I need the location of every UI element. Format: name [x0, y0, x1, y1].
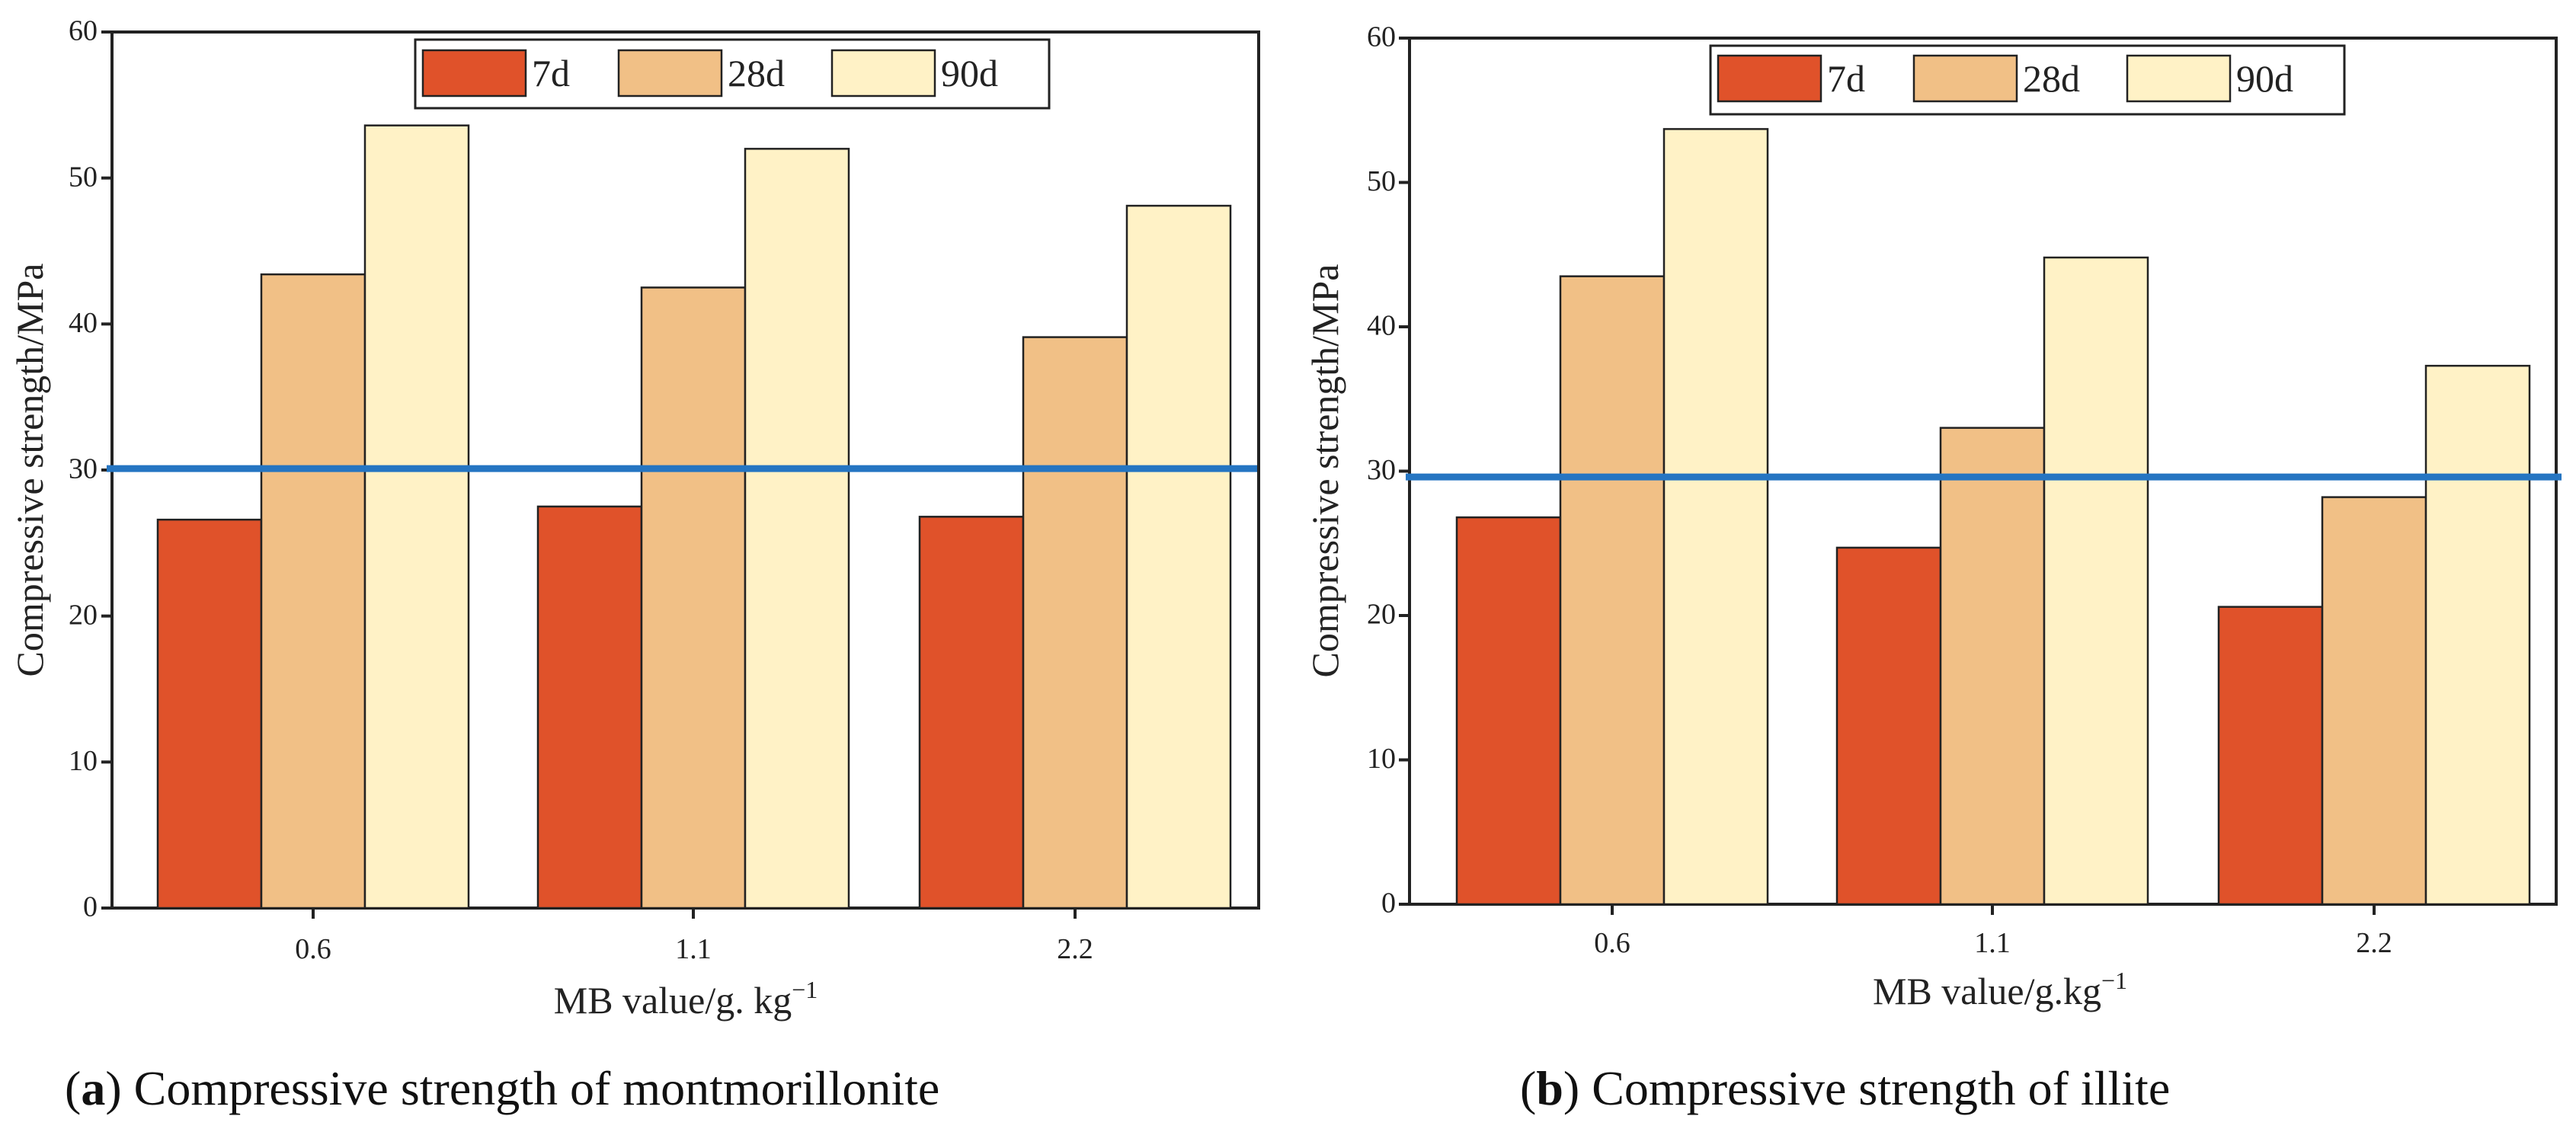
- bar-90d-1.1: [744, 148, 850, 910]
- bar-7d-1.1: [536, 505, 643, 910]
- bar-28d-0.6: [260, 273, 366, 910]
- bar-90d-0.6: [1662, 128, 1769, 906]
- x-tick-label: 0.6: [295, 933, 331, 965]
- bar-28d-0.6: [1559, 275, 1666, 906]
- bar-28d-1.1: [640, 286, 747, 910]
- x-axis-tick-labels: 0.6 1.1 2.2: [1594, 927, 2392, 959]
- y-tick-label: 50: [69, 161, 98, 193]
- bar-7d-0.6: [1455, 516, 1562, 906]
- legend: 7d 28d 90d: [414, 38, 1051, 110]
- bar-28d-1.1: [1939, 427, 2046, 906]
- y-axis-tick-labels: 0 10 20 30 40 50 60: [69, 15, 98, 923]
- bar-7d-2.2: [918, 516, 1025, 910]
- x-tick-label: 1.1: [675, 933, 712, 965]
- legend-swatch-28d: [617, 49, 723, 98]
- caption: (a) Compressive strength of montmorillon…: [65, 1061, 939, 1115]
- y-tick-label: 60: [1367, 21, 1396, 53]
- x-axis-label: MB value/g.kg−1: [1873, 967, 2127, 1012]
- x-tick-label: 2.2: [2356, 927, 2392, 959]
- bar-90d-0.6: [363, 124, 470, 910]
- bar-28d-2.2: [2321, 496, 2427, 906]
- y-tick-label: 40: [69, 307, 98, 339]
- bar-90d-2.2: [2424, 364, 2531, 906]
- legend-label-28d: 28d: [2023, 57, 2080, 100]
- bar-7d-1.1: [1835, 546, 1942, 906]
- x-tick-label: 2.2: [1057, 933, 1093, 965]
- legend-label-90d: 90d: [2236, 57, 2293, 100]
- bar-7d-2.2: [2217, 606, 2324, 906]
- y-tick-label: 0: [1381, 887, 1396, 919]
- panel-a: 0 10 20 30 40 50 60 0.6 1.1 2.2 MB value…: [8, 15, 1260, 1115]
- y-axis-ticks: [1399, 37, 2376, 915]
- y-tick-label: 30: [69, 453, 98, 485]
- x-tick-label: 0.6: [1594, 927, 1630, 959]
- legend-swatch-28d: [1912, 54, 2018, 103]
- y-axis-tick-labels: 0 10 20 30 40 50 60: [1367, 21, 1396, 919]
- y-tick-label: 60: [69, 15, 98, 47]
- bars: [1455, 128, 2531, 906]
- legend-swatch-90d: [830, 49, 936, 98]
- x-axis-tick-labels: 0.6 1.1 2.2: [295, 933, 1093, 965]
- caption: (b) Compressive strength of illite: [1520, 1061, 2170, 1115]
- bar-90d-1.1: [2043, 256, 2149, 906]
- panel-b: 0 10 20 30 40 50 60 0.6 1.1 2.2 MB value…: [1304, 21, 2562, 1115]
- bar-7d-0.6: [156, 518, 263, 910]
- bar-90d-2.2: [1125, 204, 1232, 910]
- y-tick-label: 20: [69, 599, 98, 631]
- y-axis-label: Compressive strength/MPa: [8, 263, 51, 676]
- bars: [156, 124, 1232, 910]
- legend-label-90d: 90d: [941, 52, 998, 94]
- y-tick-label: 50: [1367, 165, 1396, 197]
- y-tick-label: 20: [1367, 599, 1396, 631]
- x-tick-label: 1.1: [1974, 927, 2011, 959]
- y-tick-label: 10: [1367, 743, 1396, 775]
- legend-label-7d: 7d: [532, 52, 570, 94]
- y-tick-label: 0: [83, 891, 98, 923]
- legend-swatch-7d: [1717, 54, 1822, 103]
- y-tick-label: 30: [1367, 454, 1396, 486]
- legend-label-7d: 7d: [1827, 57, 1865, 100]
- legend-swatch-7d: [421, 49, 527, 98]
- legend: 7d 28d 90d: [1709, 44, 2346, 116]
- y-tick-label: 10: [69, 745, 98, 777]
- x-axis-label: MB value/g. kg−1: [554, 976, 818, 1022]
- y-axis-label: Compressive strength/MPa: [1304, 264, 1346, 677]
- bar-28d-2.2: [1022, 336, 1128, 910]
- y-tick-label: 40: [1367, 310, 1396, 342]
- legend-swatch-90d: [2126, 54, 2232, 103]
- legend-label-28d: 28d: [728, 52, 785, 94]
